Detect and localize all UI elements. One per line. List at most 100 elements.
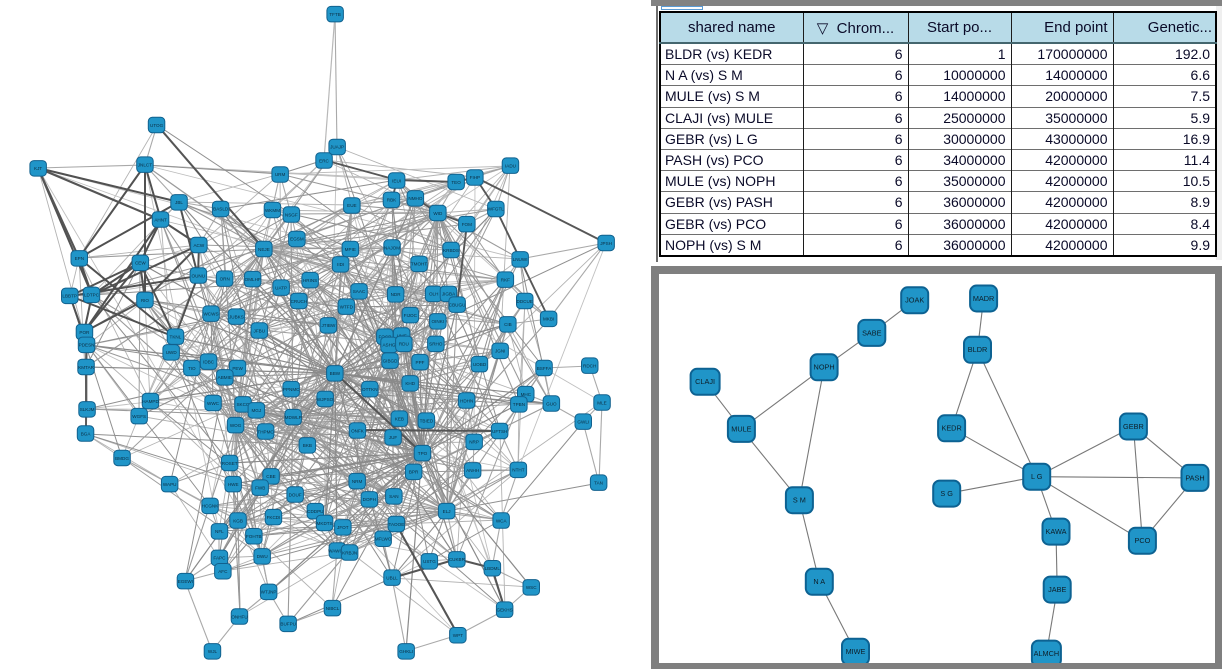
- svg-text:MADR: MADR: [972, 294, 994, 303]
- svg-text:JBL: JBL: [175, 200, 183, 205]
- svg-text:RDU: RDU: [399, 342, 409, 347]
- svg-text:TPBN: TPBN: [513, 402, 525, 407]
- svg-text:LDTPC: LDTPC: [84, 293, 100, 298]
- svg-text:FIHP: FIHP: [470, 175, 480, 180]
- svg-text:NSGF: NSGF: [285, 212, 298, 217]
- svg-text:FWB: FWB: [255, 485, 265, 490]
- svg-text:WSC: WSC: [526, 585, 537, 590]
- svg-text:LBDML: LBDML: [485, 566, 501, 571]
- svg-text:ACW: ACW: [193, 243, 204, 248]
- svg-text:N A: N A: [813, 577, 825, 586]
- svg-text:WJL: WJL: [208, 649, 218, 654]
- svg-text:CBE: CBE: [266, 474, 275, 479]
- svg-text:ASHG: ASHG: [382, 343, 395, 348]
- svg-text:NIBCL: NIBCL: [326, 606, 340, 611]
- svg-text:CUKBR: CUKBR: [449, 557, 466, 562]
- svg-text:EUE: EUE: [347, 203, 356, 208]
- svg-text:GHKLI: GHKLI: [399, 649, 413, 654]
- svg-text:ERC: ERC: [319, 158, 329, 163]
- svg-text:TPO: TPO: [418, 451, 428, 456]
- svg-text:BASLD: BASLD: [213, 207, 229, 212]
- svg-text:BSFFA: BSFFA: [537, 366, 552, 371]
- svg-text:SABE: SABE: [862, 328, 882, 337]
- svg-text:FKCDI: FKCDI: [267, 515, 281, 520]
- svg-text:MIWE: MIWE: [845, 647, 865, 656]
- svg-text:NTHT: NTHT: [512, 468, 524, 473]
- svg-text:NOPH: NOPH: [813, 363, 834, 372]
- svg-text:EGEWI: EGEWI: [178, 579, 193, 584]
- svg-text:BGA: BGA: [81, 431, 92, 436]
- svg-text:PASH: PASH: [1185, 473, 1204, 482]
- svg-text:DOPH: DOPH: [363, 497, 376, 502]
- svg-text:FOHTB: FOHTB: [246, 534, 262, 539]
- svg-text:CEW: CEW: [135, 261, 146, 266]
- svg-text:WOG: WOG: [230, 423, 242, 428]
- svg-text:HWE: HWE: [228, 482, 239, 487]
- svg-text:JGNI: JGNI: [495, 349, 505, 354]
- svg-text:MPIE: MPIE: [345, 247, 356, 252]
- svg-text:TIO: TIO: [188, 366, 196, 371]
- svg-text:DWU: DWU: [257, 554, 268, 559]
- svg-text:BPR: BPR: [409, 470, 419, 475]
- svg-text:GIBGD: GIBGD: [383, 359, 398, 364]
- svg-text:OLH: OLH: [429, 292, 438, 297]
- svg-text:SRHO: SRHO: [429, 342, 443, 347]
- svg-text:WFGTL: WFGTL: [488, 207, 505, 212]
- svg-text:GWLI: GWLI: [577, 420, 589, 425]
- svg-text:OINKI: OINKI: [432, 319, 445, 324]
- svg-text:ELJ: ELJ: [443, 509, 451, 514]
- svg-text:JPSH: JPSH: [600, 241, 612, 246]
- svg-text:UBLL: UBLL: [386, 575, 398, 580]
- svg-text:UOBD: UOBD: [473, 362, 487, 367]
- svg-text:TEO: TEO: [451, 180, 461, 185]
- svg-text:CDDPU: CDDPU: [307, 509, 323, 514]
- svg-text:WPT: WPT: [453, 633, 463, 638]
- svg-text:BKB: BKB: [303, 443, 312, 448]
- svg-text:JOAK: JOAK: [905, 296, 924, 305]
- svg-text:MDWLP: MDWLP: [285, 415, 302, 420]
- svg-text:TFTB: TFTB: [329, 12, 340, 17]
- svg-text:WGFS: WGFS: [132, 414, 146, 419]
- svg-text:NDR: NDR: [391, 292, 402, 297]
- svg-text:UTOG: UTOG: [150, 123, 164, 128]
- svg-text:GEKHS: GEKHS: [497, 607, 513, 612]
- svg-text:URM: URM: [275, 172, 286, 177]
- svg-text:GUO: GUO: [546, 401, 557, 406]
- svg-text:UATP: UATP: [275, 286, 287, 291]
- svg-text:MGJ: MGJ: [251, 408, 261, 413]
- svg-text:SAN: SAN: [389, 494, 398, 499]
- svg-text:CLAJI: CLAJI: [695, 377, 715, 386]
- svg-text:WCA: WCA: [496, 518, 508, 523]
- svg-text:KEDR: KEDR: [941, 424, 961, 433]
- svg-text:WCWS: WCWS: [203, 312, 218, 317]
- svg-text:USTG: USTG: [423, 559, 436, 564]
- svg-text:KAWA: KAWA: [1045, 527, 1066, 536]
- svg-text:RIO: RIO: [141, 298, 150, 303]
- svg-text:NRM: NRM: [352, 479, 363, 484]
- svg-text:IIDI: IIDI: [337, 262, 344, 267]
- svg-text:IADU: IADU: [505, 164, 516, 169]
- svg-text:BBW: BBW: [330, 371, 341, 376]
- svg-text:KEB: KEB: [395, 417, 404, 422]
- svg-text:DDCUE: DDCUE: [517, 299, 533, 304]
- svg-text:SKCO: SKCO: [236, 402, 249, 407]
- svg-text:ANHH: ANHH: [466, 468, 479, 473]
- svg-text:BLDR: BLDR: [967, 345, 986, 354]
- svg-text:MKBI: MKBI: [543, 317, 554, 322]
- svg-text:FIJOC: FIJOC: [404, 313, 418, 318]
- svg-text:SAAC: SAAC: [353, 289, 366, 294]
- svg-text:WJPSO: WJPSO: [317, 397, 334, 402]
- svg-text:KHD: KHD: [405, 381, 415, 386]
- svg-text:ONFK: ONFK: [351, 428, 365, 433]
- svg-text:POR: POR: [79, 330, 90, 335]
- svg-text:WTFD: WTFD: [340, 304, 354, 309]
- svg-text:NAJOM: NAJOM: [384, 245, 400, 250]
- svg-text:TAN: TAN: [594, 481, 603, 486]
- svg-text:JUF: JUF: [389, 435, 398, 440]
- svg-text:KJT: KJT: [34, 166, 42, 171]
- svg-text:IEUI: IEUI: [392, 178, 401, 183]
- svg-text:EGSM: EGSM: [290, 237, 304, 242]
- svg-text:WKMM: WKMM: [265, 208, 280, 213]
- svg-text:OTTKN: OTTKN: [362, 387, 378, 392]
- svg-text:TKNL: TKNL: [170, 334, 182, 339]
